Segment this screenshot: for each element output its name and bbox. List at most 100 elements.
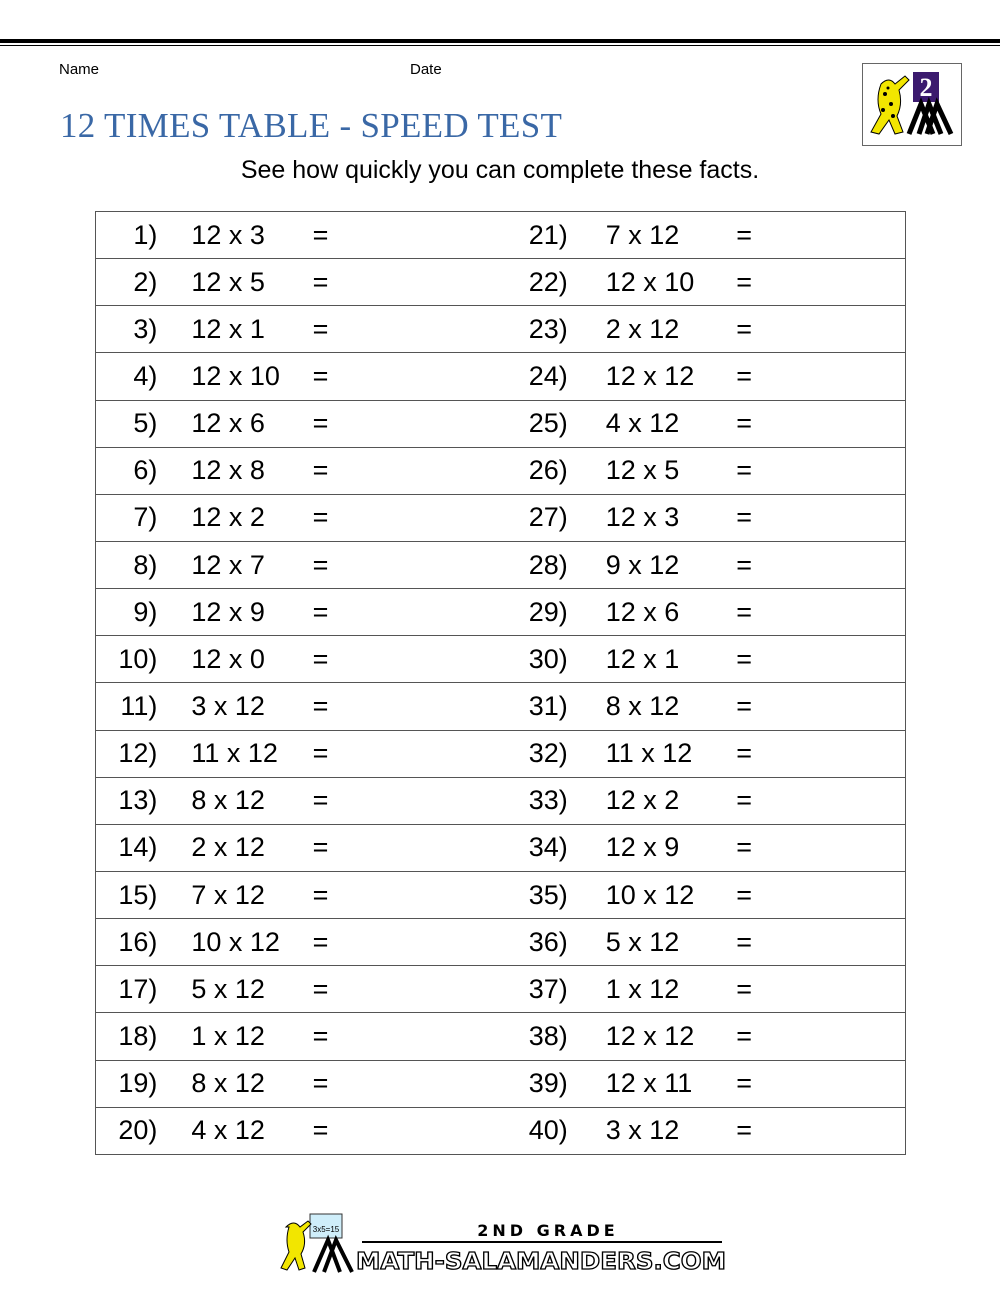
table-row: 19) 8 x 12 = 39) 12 x 11 = [95, 1059, 906, 1108]
equals-sign: = [736, 493, 906, 542]
equals-sign: = [736, 588, 906, 637]
equals-sign: = [736, 1012, 906, 1061]
footer-logo: 3x5=15 2ND GRADE MATH-SALAMANDERS.COM [276, 1212, 727, 1277]
table-row: 1) 12 x 3 = 21) 7 x 12 = [95, 210, 906, 260]
question-number: 36) [481, 918, 568, 967]
question-number: 20) [95, 1106, 158, 1155]
equals-sign: = [312, 635, 482, 684]
question-expression: 12 x 1 [567, 635, 737, 684]
question-number: 39) [481, 1059, 568, 1108]
equals-sign: = [312, 965, 482, 1014]
question-number: 28) [481, 540, 568, 590]
date-label: Date [410, 61, 442, 78]
question-number: 31) [481, 682, 568, 731]
question-expression: 12 x 11 [567, 1059, 737, 1108]
equals-sign: = [312, 682, 482, 731]
question-number: 30) [481, 635, 568, 684]
question-number: 9) [95, 588, 158, 637]
question-expression: 11 x 12 [567, 729, 737, 778]
question-number: 7) [95, 493, 158, 542]
table-row: 7) 12 x 2 = 27) 12 x 3 = [95, 493, 906, 542]
question-expression: 8 x 12 [157, 776, 313, 825]
question-expression: 12 x 2 [157, 493, 313, 542]
question-expression: 12 x 7 [157, 540, 313, 590]
question-expression: 8 x 12 [567, 682, 737, 731]
question-number: 5) [95, 399, 158, 448]
question-number: 4) [95, 352, 158, 401]
table-row: 6) 12 x 8 = 26) 12 x 5 = [95, 446, 906, 495]
equals-sign: = [736, 1106, 906, 1155]
table-row: 17) 5 x 12 = 37) 1 x 12 = [95, 965, 906, 1014]
question-expression: 12 x 10 [567, 258, 737, 307]
table-row: 16) 10 x 12 = 36) 5 x 12 = [95, 918, 906, 967]
table-row: 18) 1 x 12 = 38) 12 x 12 = [95, 1012, 906, 1061]
math-salamanders-logo-icon: 3x5=15 2ND GRADE MATH-SALAMANDERS.COM [280, 1213, 727, 1276]
question-expression: 2 x 12 [567, 305, 737, 354]
question-expression: 10 x 12 [567, 870, 737, 920]
question-expression: 12 x 1 [157, 305, 313, 354]
equals-sign: = [736, 210, 906, 260]
equals-sign: = [312, 870, 482, 920]
table-row: 5) 12 x 6 = 25) 4 x 12 = [95, 399, 906, 448]
equals-sign: = [736, 446, 906, 495]
footer-board-text: 3x5=15 [313, 1225, 340, 1234]
question-number: 34) [481, 823, 568, 872]
name-label: Name [59, 61, 100, 78]
question-expression: 1 x 12 [157, 1012, 313, 1061]
question-expression: 12 x 9 [567, 823, 737, 872]
question-expression: 11 x 12 [157, 729, 313, 778]
question-number: 18) [95, 1012, 158, 1061]
equals-sign: = [312, 1059, 482, 1108]
page-title: 12 TIMES TABLE - SPEED TEST [60, 106, 563, 145]
question-expression: 12 x 3 [567, 493, 737, 542]
question-number: 21) [481, 210, 568, 260]
equals-sign: = [736, 918, 906, 967]
equals-sign: = [736, 729, 906, 778]
table-row: 8) 12 x 7 = 28) 9 x 12 = [95, 540, 906, 590]
question-number: 22) [481, 258, 568, 307]
question-number: 29) [481, 588, 568, 637]
question-expression: 12 x 9 [157, 588, 313, 637]
footer-site: MATH-SALAMANDERS.COM [356, 1249, 726, 1275]
question-number: 6) [95, 446, 158, 495]
equals-sign: = [312, 540, 482, 590]
top-rule-thin [0, 45, 1000, 46]
question-number: 27) [481, 493, 568, 542]
question-expression: 12 x 3 [157, 210, 313, 260]
question-expression: 12 x 6 [157, 399, 313, 448]
question-number: 10) [95, 635, 158, 684]
question-number: 13) [95, 776, 158, 825]
question-number: 17) [95, 965, 158, 1014]
question-number: 24) [481, 352, 568, 401]
table-row: 4) 12 x 10 = 24) 12 x 12 = [95, 352, 906, 401]
equals-sign: = [312, 1106, 482, 1155]
table-row: 2) 12 x 5 = 22) 12 x 10 = [95, 258, 906, 307]
equals-sign: = [312, 918, 482, 967]
question-expression: 12 x 0 [157, 635, 313, 684]
equals-sign: = [736, 682, 906, 731]
equals-sign: = [736, 1059, 906, 1108]
question-number: 3) [95, 305, 158, 354]
question-number: 19) [95, 1059, 158, 1108]
question-number: 32) [481, 729, 568, 778]
equals-sign: = [736, 635, 906, 684]
question-expression: 4 x 12 [157, 1106, 313, 1155]
question-expression: 2 x 12 [157, 823, 313, 872]
question-number: 35) [481, 870, 568, 920]
question-expression: 12 x 8 [157, 446, 313, 495]
question-expression: 5 x 12 [157, 965, 313, 1014]
question-expression: 12 x 10 [157, 352, 313, 401]
table-row: 15) 7 x 12 = 35) 10 x 12 = [95, 870, 906, 920]
question-expression: 7 x 12 [157, 870, 313, 920]
table-row: 9) 12 x 9 = 29) 12 x 6 = [95, 588, 906, 637]
logo-number: 2 [920, 73, 933, 102]
question-expression: 12 x 5 [157, 258, 313, 307]
salamander-logo: 2 [862, 63, 962, 146]
table-row: 3) 12 x 1 = 23) 2 x 12 = [95, 305, 906, 354]
equals-sign: = [736, 965, 906, 1014]
question-number: 38) [481, 1012, 568, 1061]
equals-sign: = [312, 776, 482, 825]
question-expression: 7 x 12 [567, 210, 737, 260]
question-expression: 1 x 12 [567, 965, 737, 1014]
table-row: 14) 2 x 12 = 34) 12 x 9 = [95, 823, 906, 872]
